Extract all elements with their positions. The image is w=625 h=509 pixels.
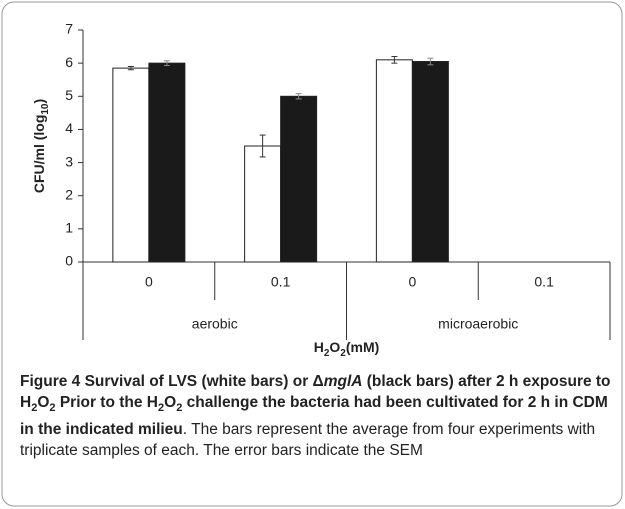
y-tick-label: 7: [65, 21, 73, 37]
caption-segment: O: [164, 394, 177, 411]
error-bar: [391, 56, 398, 64]
error-bar: [295, 93, 302, 100]
y-axis-title-part: CFU/ml (log: [31, 115, 47, 194]
bar: [244, 145, 282, 263]
error-bar: [427, 57, 434, 66]
caption-segment: 2: [49, 402, 56, 415]
group-label: aerobic: [192, 316, 238, 332]
bar: [148, 62, 186, 263]
x-tick-label: 0.1: [271, 274, 291, 290]
y-tick-label: 0: [65, 253, 73, 269]
x-axis-title-part: 2: [340, 348, 346, 359]
group-label: microaerobic: [438, 316, 518, 332]
y-tick-label: 3: [65, 153, 73, 169]
bar: [112, 67, 150, 263]
y-axis-title-part: 10: [40, 103, 51, 115]
x-tick-label: 0: [408, 274, 416, 290]
x-axis-title-part: 2: [324, 348, 330, 359]
caption-segment: Figure 4 Survival of LVS (white bars) or…: [20, 373, 324, 390]
x-tick-label: 0: [145, 274, 153, 290]
x-tick-label: 0.1: [534, 274, 554, 290]
error-bar: [259, 134, 266, 158]
caption-segment: challenge the bacteria had been cultivat…: [20, 394, 608, 439]
caption-segment: Prior to the H: [55, 394, 158, 411]
y-tick-label: 1: [65, 220, 73, 236]
caption-segment: 2: [31, 402, 38, 415]
y-axis-title: CFU/ml (log10): [31, 99, 51, 193]
x-axis-title-part: (mM): [346, 339, 379, 355]
y-tick-label: 5: [65, 87, 73, 103]
x-axis-title-part: O: [329, 339, 340, 355]
error-bar: [127, 65, 134, 71]
caption-segment: . The bars represent the average from fo…: [20, 421, 596, 460]
bar: [411, 60, 449, 263]
x-axis-title: H2O2(mM): [314, 339, 380, 359]
bar: [280, 95, 318, 263]
caption-segment: 2: [158, 402, 165, 415]
caption-segment: (black bars) after 2 h exposure to H: [20, 373, 611, 411]
y-tick-label: 6: [65, 54, 73, 70]
error-bar: [163, 60, 170, 66]
caption-segment: mglA: [323, 373, 363, 390]
y-axis-title-part: ): [31, 99, 47, 104]
x-axis-title-part: H: [314, 339, 324, 355]
y-tick-label: 4: [65, 120, 73, 136]
caption-segment: 2: [176, 402, 183, 415]
y-tick-label: 2: [65, 186, 73, 202]
bar: [375, 59, 413, 263]
caption: Figure 4 Survival of LVS (white bars) or…: [20, 371, 612, 461]
caption-segment: O: [37, 394, 50, 411]
